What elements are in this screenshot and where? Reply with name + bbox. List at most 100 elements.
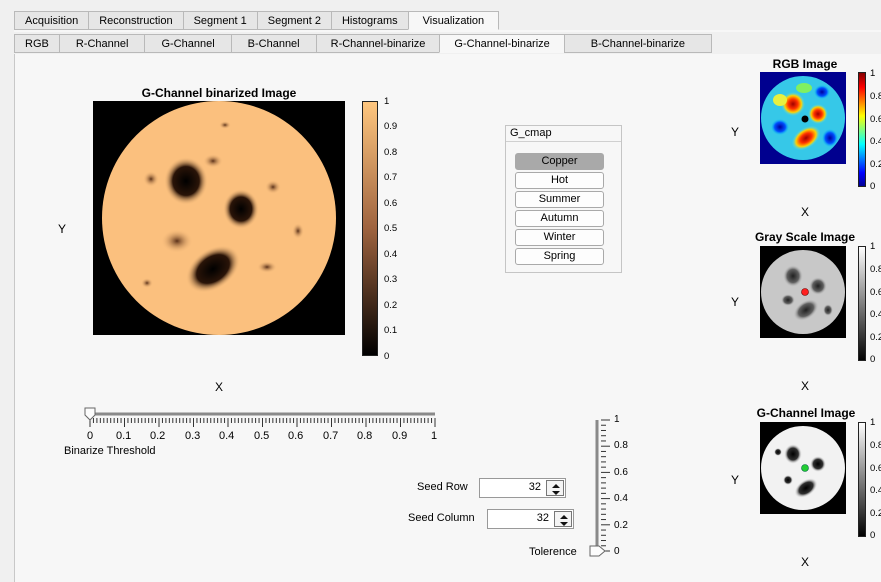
- tab-histograms[interactable]: Histograms: [330, 11, 408, 30]
- colorbar-tick: 0: [384, 351, 390, 362]
- tolerance-tick: 0: [614, 546, 620, 557]
- gray-scale-image: [760, 246, 846, 338]
- colorbar-tick: 0.7: [384, 172, 398, 183]
- colorbar-tick: 0: [870, 530, 876, 541]
- slider-tick-label: 0: [87, 430, 94, 442]
- seed-row-arrows[interactable]: [546, 480, 564, 496]
- top-tab-bar: Acquisition Reconstruction Segment 1 Seg…: [14, 11, 500, 30]
- tab-segment-2[interactable]: Segment 2: [256, 11, 331, 30]
- rgb-image: [760, 72, 846, 164]
- colorbar-tick: 0.8: [870, 440, 881, 451]
- dark-blob: [185, 245, 241, 293]
- colorbar-tick: 0.8: [870, 264, 881, 275]
- tolerance-tick: 0.4: [614, 493, 628, 504]
- tab-reconstruction[interactable]: Reconstruction: [88, 11, 183, 30]
- rgb-image-ylabel: Y: [731, 125, 740, 139]
- colorbar-tick: 1: [870, 417, 876, 428]
- tab-r-channel[interactable]: R-Channel: [58, 34, 145, 53]
- tab-b-channel[interactable]: B-Channel: [230, 34, 316, 53]
- summer-button[interactable]: Summer: [515, 191, 604, 208]
- main-plot-ylabel: Y: [58, 222, 67, 236]
- tab-g-channel-binarize[interactable]: G-Channel-binarize: [439, 34, 564, 53]
- tab-g-channel[interactable]: G-Channel: [144, 34, 231, 53]
- spin-up-icon[interactable]: [560, 515, 568, 519]
- colorbar-tick: 0.6: [870, 287, 881, 298]
- slider-tick-label: 0.2: [150, 430, 166, 442]
- tolerance-tick: 0.2: [614, 520, 628, 531]
- tab-segment-1[interactable]: Segment 1: [182, 11, 257, 30]
- seed-row-value: 32: [528, 481, 541, 493]
- dark-blob: [292, 223, 304, 239]
- rgb-image-xlabel: X: [801, 205, 810, 219]
- tab-acquisition[interactable]: Acquisition: [14, 11, 89, 30]
- colorbar-tick: 0.6: [384, 198, 398, 209]
- seed-row-spinner[interactable]: 32: [479, 478, 566, 498]
- dark-blob: [161, 229, 193, 253]
- colorbar-tick: 0.4: [870, 309, 881, 320]
- dark-blob: [164, 157, 208, 205]
- tolerance-slider[interactable]: [588, 412, 612, 560]
- cmap-group-title: G_cmap: [506, 126, 621, 142]
- colorbar-tick: 0.2: [384, 300, 398, 311]
- seed-marker: [801, 288, 809, 296]
- copper-button[interactable]: Copper: [515, 153, 604, 170]
- main-plot-title: G-Channel binarized Image: [141, 86, 297, 100]
- main-plot-xlabel: X: [215, 380, 224, 394]
- gray-colorbar: [858, 246, 866, 361]
- spring-button[interactable]: Spring: [515, 248, 604, 265]
- g-image-title: G-Channel Image: [756, 406, 856, 420]
- hot-button[interactable]: Hot: [515, 172, 604, 189]
- gray-image-title: Gray Scale Image: [754, 230, 856, 244]
- main-colorbar: [362, 101, 378, 356]
- gray-image-ylabel: Y: [731, 295, 740, 309]
- binarize-threshold-slider[interactable]: [84, 405, 444, 431]
- colorbar-tick: 0.1: [384, 325, 398, 336]
- slider-tick-label: 1: [431, 430, 438, 442]
- slider-tick-label: 0.7: [323, 430, 339, 442]
- spin-down-icon[interactable]: [560, 522, 568, 526]
- tab-b-channel-binarize[interactable]: B-Channel-binarize: [563, 34, 712, 53]
- colorbar-tick: 0.8: [384, 147, 398, 158]
- g-image-xlabel: X: [801, 555, 810, 569]
- colorbar-tick: 0.8: [870, 91, 881, 102]
- colorbar-tick: 1: [384, 96, 390, 107]
- image-disk: [102, 101, 336, 335]
- seed-column-arrows[interactable]: [554, 511, 572, 527]
- g-channel-image: [760, 422, 846, 514]
- seed-row-label: Seed Row: [417, 481, 468, 493]
- colorbar-tick: 0.4: [870, 485, 881, 496]
- autumn-button[interactable]: Autumn: [515, 210, 604, 227]
- seed-column-spinner[interactable]: 32: [487, 509, 574, 529]
- seed-marker: [801, 115, 809, 123]
- rgb-image-title: RGB Image: [772, 57, 838, 71]
- slider-tick-label: 0.9: [392, 430, 408, 442]
- slider-tick-label: 0.5: [254, 430, 270, 442]
- dark-blob: [219, 121, 231, 129]
- slider-tick-label: 0.1: [116, 430, 132, 442]
- g-channel-colorbar: [858, 422, 866, 537]
- slider-thumb[interactable]: [84, 407, 96, 421]
- slider-thumb[interactable]: [589, 545, 606, 557]
- tolerance-label: Tolerence: [529, 546, 577, 558]
- colorbar-tick: 0.6: [870, 114, 881, 125]
- dark-blob: [265, 180, 281, 194]
- slider-tick-label: 0.8: [357, 430, 373, 442]
- tolerance-tick: 1: [614, 414, 620, 425]
- tab-visualization[interactable]: Visualization: [407, 11, 500, 30]
- slider-tick-label: 0.4: [219, 430, 235, 442]
- dark-blob: [257, 261, 277, 273]
- colorbar-tick: 0.4: [870, 136, 881, 147]
- spin-down-icon[interactable]: [552, 491, 560, 495]
- tolerance-tick: 0.6: [614, 467, 628, 478]
- colorbar-tick: 0.3: [384, 274, 398, 285]
- tab-rgb[interactable]: RGB: [14, 34, 59, 53]
- tolerance-tick: 0.8: [614, 440, 628, 451]
- spin-up-icon[interactable]: [552, 484, 560, 488]
- slider-tick-label: 0.6: [288, 430, 304, 442]
- tab-r-channel-binarize[interactable]: R-Channel-binarize: [315, 34, 440, 53]
- colorbar-tick: 0.5: [384, 223, 398, 234]
- winter-button[interactable]: Winter: [515, 229, 604, 246]
- colorbar-tick: 0.6: [870, 463, 881, 474]
- slider-tick-label: 0.3: [185, 430, 201, 442]
- rgb-colorbar: [858, 72, 866, 187]
